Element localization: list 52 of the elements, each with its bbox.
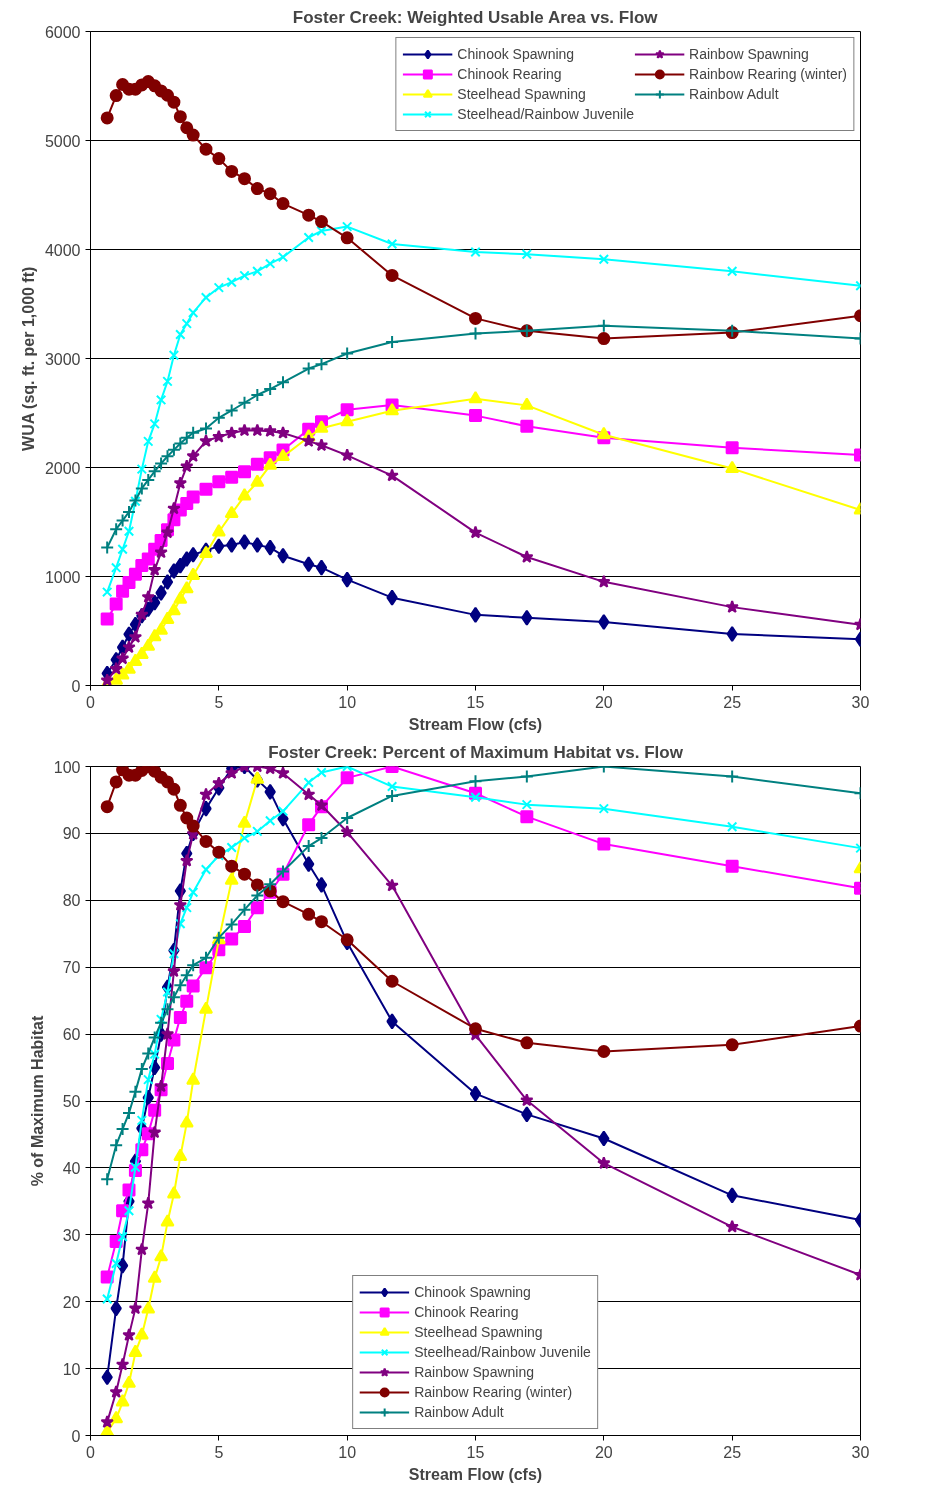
legend-label: Rainbow Adult — [689, 85, 779, 103]
x-tick-label: 30 — [851, 693, 870, 711]
x-tick-label: 10 — [338, 693, 357, 711]
legend-label: Chinook Rearing — [414, 1303, 519, 1321]
legend-label: Rainbow Rearing (winter) — [689, 65, 847, 83]
legend-label: Chinook Rearing — [457, 65, 562, 83]
y-tick-label: 0 — [71, 1427, 81, 1445]
y-tick-label: 1000 — [44, 568, 81, 586]
legend-label: Steelhead Spawning — [457, 85, 586, 103]
legend-label: Rainbow Adult — [414, 1403, 504, 1421]
x-tick-label: 20 — [594, 693, 613, 711]
y-tick-label: 2000 — [44, 459, 81, 477]
y-tick-label: 5000 — [44, 132, 81, 150]
y-tick-label: 90 — [62, 825, 81, 843]
y-tick-label: 60 — [62, 1026, 81, 1044]
y-tick-label: 0 — [71, 677, 81, 695]
legend-label: Rainbow Rearing (winter) — [414, 1383, 573, 1401]
x-tick-label: 20 — [594, 1443, 613, 1461]
x-tick-label: 25 — [723, 1443, 742, 1461]
x-tick-label: 5 — [214, 693, 224, 711]
x-axis-title: Stream Flow (cfs) — [408, 715, 543, 733]
legend-label: Steelhead/Rainbow Juvenile — [457, 105, 635, 123]
x-tick-label: 0 — [86, 1443, 96, 1461]
y-tick-label: 80 — [62, 892, 81, 910]
legend-label: Chinook Spawning — [457, 45, 575, 63]
y-tick-label: 100 — [53, 758, 81, 776]
y-tick-label: 4000 — [44, 241, 81, 259]
y-tick-label: 50 — [62, 1093, 81, 1110]
y-tick-label: 10 — [62, 1360, 81, 1378]
y-axis-title: % of Maximum Habitat — [28, 1014, 46, 1187]
x-tick-label: 15 — [466, 1443, 485, 1461]
y-tick-label: 20 — [62, 1293, 81, 1311]
x-tick-label: 15 — [466, 693, 485, 711]
chart-title: Foster Creek: Weighted Usable Area vs. Flow — [292, 7, 659, 27]
legend-label: Rainbow Spawning — [414, 1363, 535, 1381]
x-tick-label: 30 — [851, 1443, 870, 1461]
x-axis-title: Stream Flow (cfs) — [408, 1465, 543, 1483]
x-tick-label: 25 — [723, 693, 742, 711]
legend-label: Steelhead/Rainbow Juvenile — [414, 1343, 591, 1361]
x-tick-label: 0 — [86, 693, 96, 711]
legend-label: Chinook Spawning — [414, 1283, 531, 1301]
legend-label: Steelhead Spawning — [414, 1323, 543, 1341]
y-tick-label: 3000 — [44, 350, 81, 368]
y-tick-label: 40 — [62, 1159, 81, 1177]
y-tick-label: 6000 — [44, 23, 81, 41]
y-tick-label: 70 — [62, 959, 81, 977]
x-tick-label: 10 — [338, 1443, 357, 1461]
legend-label: Rainbow Spawning — [689, 45, 809, 63]
y-tick-label: 30 — [62, 1226, 81, 1244]
y-axis-title: WUA (sq. ft. per 1,000 ft) — [19, 266, 37, 451]
x-tick-label: 5 — [214, 1443, 224, 1461]
chart-title: Foster Creek: Percent of Maximum Habitat vs. Flow — [268, 742, 684, 762]
